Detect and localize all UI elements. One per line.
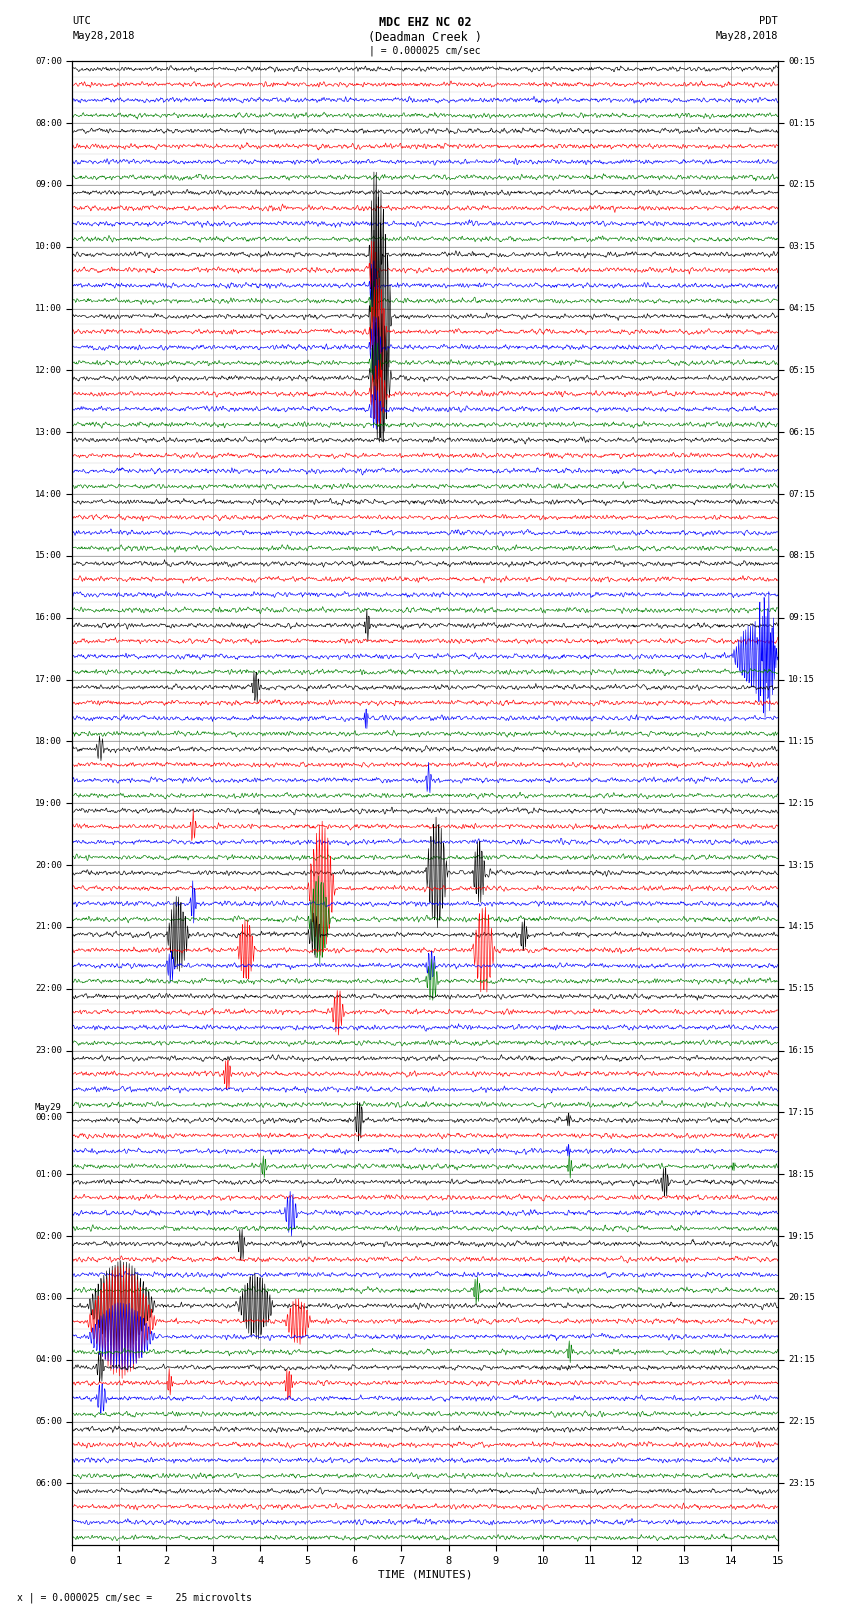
Text: (Deadman Creek ): (Deadman Creek )	[368, 31, 482, 44]
Text: PDT: PDT	[759, 16, 778, 26]
Text: x | = 0.000025 cm/sec =    25 microvolts: x | = 0.000025 cm/sec = 25 microvolts	[17, 1592, 252, 1603]
X-axis label: TIME (MINUTES): TIME (MINUTES)	[377, 1569, 473, 1579]
Text: UTC: UTC	[72, 16, 91, 26]
Text: | = 0.000025 cm/sec: | = 0.000025 cm/sec	[369, 45, 481, 56]
Text: May28,2018: May28,2018	[72, 31, 135, 40]
Text: MDC EHZ NC 02: MDC EHZ NC 02	[379, 16, 471, 29]
Text: May28,2018: May28,2018	[715, 31, 778, 40]
